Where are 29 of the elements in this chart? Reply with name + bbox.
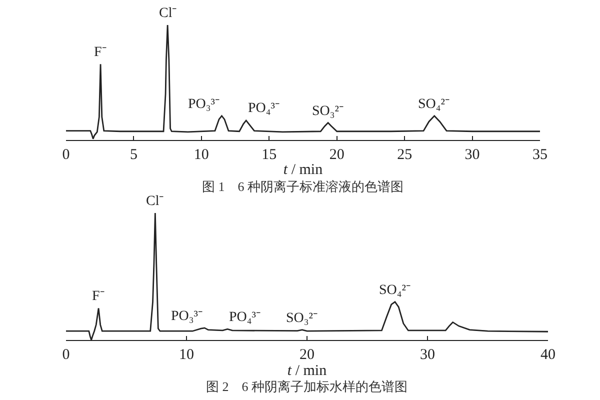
annotation: Cl⁻ xyxy=(146,194,164,209)
annotation: SO₄²⁻ xyxy=(379,283,411,298)
x-tick-label: 30 xyxy=(420,347,435,364)
x-tick-label: 5 xyxy=(130,147,138,164)
caption: 图 2 6 种阴离子加标水样的色谱图 xyxy=(206,379,408,394)
annotation: F⁻ xyxy=(94,45,107,60)
x-tick-label: 10 xyxy=(179,347,194,364)
x-tick-label: 40 xyxy=(540,347,556,364)
annotation: PO₄³⁻ xyxy=(248,101,280,116)
x-tick-label: 20 xyxy=(329,147,344,164)
annotation: Cl⁻ xyxy=(159,6,178,21)
x-axis-title: t / min xyxy=(283,162,324,178)
x-tick-label: 0 xyxy=(62,347,70,364)
annotation: PO₃³⁻ xyxy=(171,309,203,324)
x-tick-label: 10 xyxy=(194,147,209,164)
x-tick-label: 15 xyxy=(262,147,277,164)
annotation: SO₃²⁻ xyxy=(312,104,344,119)
x-tick-label: 20 xyxy=(300,347,314,364)
annotation: PO₄³⁻ xyxy=(229,310,261,325)
annotation: SO₄²⁻ xyxy=(418,97,450,112)
annotation: F⁻ xyxy=(92,289,105,304)
x-tick-label: 0 xyxy=(62,147,70,164)
x-tick-label: 25 xyxy=(397,147,412,164)
x-tick-label: 35 xyxy=(532,147,548,164)
annotation: PO₃³⁻ xyxy=(188,97,220,112)
annotation: SO₃²⁻ xyxy=(286,311,318,326)
x-axis-title: t / min xyxy=(287,363,328,380)
caption: 图 1 6 种阴离子标准溶液的色谱图 xyxy=(202,179,404,194)
x-tick-label: 30 xyxy=(464,147,480,164)
